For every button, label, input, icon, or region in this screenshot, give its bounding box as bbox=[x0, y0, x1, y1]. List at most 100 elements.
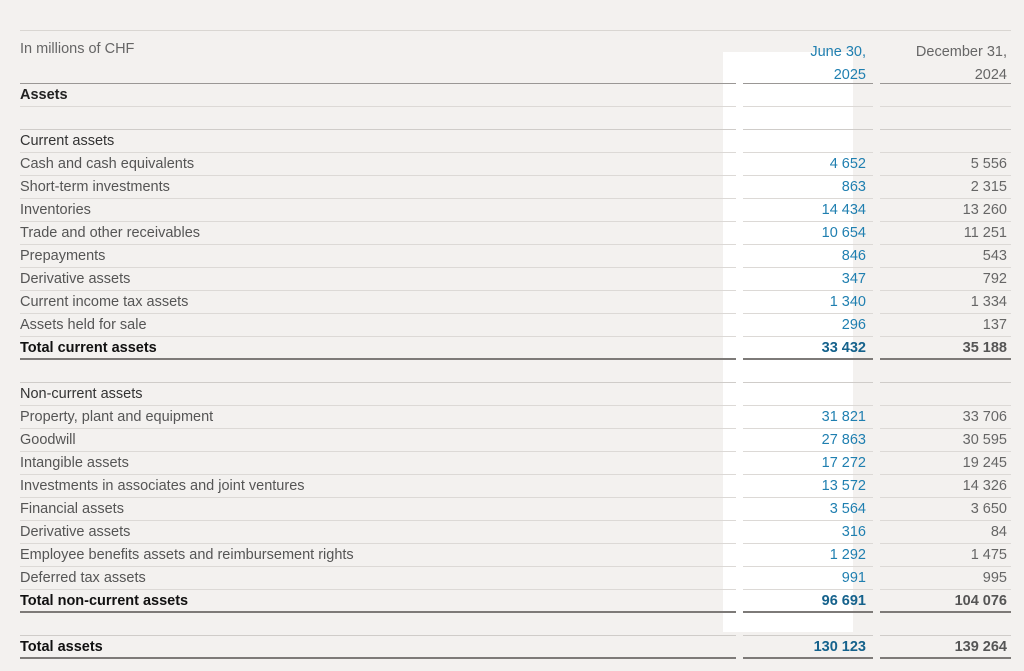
row-divider bbox=[880, 382, 1011, 383]
row-divider bbox=[20, 152, 736, 153]
total-row: Total current assets 33 432 35 188 bbox=[20, 337, 1011, 360]
value-previous-period: 19 245 bbox=[962, 455, 1007, 471]
row-divider bbox=[743, 405, 873, 406]
row-divider bbox=[880, 635, 1011, 636]
header-rule bbox=[20, 83, 736, 84]
row-divider bbox=[880, 106, 1011, 107]
value-previous-period: 35 188 bbox=[962, 340, 1007, 356]
value-previous-period: 3 650 bbox=[970, 501, 1007, 517]
value-current-period: 846 bbox=[841, 248, 866, 264]
row-divider bbox=[20, 611, 736, 613]
row-divider bbox=[20, 244, 736, 245]
table-row: Intangible assets 17 272 19 245 bbox=[20, 452, 1011, 475]
table-row: Cash and cash equivalents 4 652 5 556 bbox=[20, 153, 1011, 176]
row-divider bbox=[20, 313, 736, 314]
row-divider bbox=[880, 497, 1011, 498]
row-divider bbox=[743, 336, 873, 337]
value-current-period: 96 691 bbox=[821, 593, 866, 609]
row-divider bbox=[20, 221, 736, 222]
row-divider bbox=[880, 290, 1011, 291]
row-label: Current assets bbox=[20, 133, 115, 149]
table-row: Inventories 14 434 13 260 bbox=[20, 199, 1011, 222]
row-divider bbox=[20, 497, 736, 498]
row-divider bbox=[20, 635, 736, 636]
value-current-period: 27 863 bbox=[821, 432, 866, 448]
row-divider bbox=[20, 405, 736, 406]
table-header: In millions of CHF June 30, 2025 Decembe… bbox=[20, 30, 1011, 84]
table-row: Assets held for sale 296 137 bbox=[20, 314, 1011, 337]
value-current-period: 3 564 bbox=[829, 501, 866, 517]
row-divider bbox=[20, 520, 736, 521]
row-divider bbox=[743, 313, 873, 314]
row-label: Total assets bbox=[20, 639, 103, 655]
value-current-period: 17 272 bbox=[821, 455, 866, 471]
row-divider bbox=[20, 543, 736, 544]
row-divider bbox=[20, 290, 736, 291]
column-header-previous-line1: December 31, bbox=[915, 44, 1007, 60]
column-header-previous-line2: 2024 bbox=[974, 67, 1007, 83]
row-divider bbox=[20, 657, 736, 659]
table-row: Investments in associates and joint vent… bbox=[20, 475, 1011, 498]
row-divider bbox=[743, 106, 873, 107]
value-current-period: 4 652 bbox=[829, 156, 866, 172]
row-divider bbox=[20, 175, 736, 176]
row-label: Cash and cash equivalents bbox=[20, 156, 195, 172]
row-label: Prepayments bbox=[20, 248, 106, 264]
row-divider bbox=[743, 175, 873, 176]
subsection-heading-row: Non-current assets bbox=[20, 383, 1011, 406]
subsection-heading-row: Current assets bbox=[20, 130, 1011, 153]
table-row: Current income tax assets 1 340 1 334 bbox=[20, 291, 1011, 314]
table-row: Trade and other receivables 10 654 11 251 bbox=[20, 222, 1011, 245]
header-rule bbox=[880, 83, 1011, 84]
row-divider bbox=[743, 657, 873, 659]
value-previous-period: 1 334 bbox=[970, 294, 1007, 310]
row-label: Total non-current assets bbox=[20, 593, 189, 609]
row-divider bbox=[880, 474, 1011, 475]
value-previous-period: 543 bbox=[982, 248, 1007, 264]
row-divider bbox=[743, 497, 873, 498]
table-row: Prepayments 846 543 bbox=[20, 245, 1011, 268]
value-current-period: 863 bbox=[841, 179, 866, 195]
row-divider bbox=[743, 589, 873, 590]
table-body: Assets Current assets Cash and cash equiva… bbox=[20, 84, 1011, 659]
value-current-period: 31 821 bbox=[821, 409, 866, 425]
row-divider bbox=[743, 290, 873, 291]
row-divider bbox=[743, 451, 873, 452]
row-divider bbox=[880, 267, 1011, 268]
value-previous-period: 13 260 bbox=[962, 202, 1007, 218]
row-divider bbox=[20, 451, 736, 452]
value-previous-period: 2 315 bbox=[970, 179, 1007, 195]
section-heading-row: Assets bbox=[20, 84, 1011, 107]
value-current-period: 991 bbox=[841, 570, 866, 586]
value-current-period: 33 432 bbox=[821, 340, 866, 356]
row-divider bbox=[743, 611, 873, 613]
row-label: Investments in associates and joint vent… bbox=[20, 478, 305, 494]
value-current-period: 10 654 bbox=[821, 225, 866, 241]
value-previous-period: 33 706 bbox=[962, 409, 1007, 425]
row-divider bbox=[743, 198, 873, 199]
row-divider bbox=[20, 382, 736, 383]
row-divider bbox=[880, 428, 1011, 429]
row-divider bbox=[880, 129, 1011, 130]
table-row: Derivative assets 347 792 bbox=[20, 268, 1011, 291]
row-divider bbox=[880, 611, 1011, 613]
row-label: Current income tax assets bbox=[20, 294, 189, 310]
unit-label: In millions of CHF bbox=[20, 41, 135, 57]
total-row: Total assets 130 123 139 264 bbox=[20, 636, 1011, 659]
row-divider bbox=[743, 244, 873, 245]
value-current-period: 347 bbox=[841, 271, 866, 287]
column-header-current: June 30, 2025 bbox=[810, 41, 866, 87]
value-previous-period: 84 bbox=[990, 524, 1007, 540]
row-label: Assets bbox=[20, 87, 68, 103]
current-period-column-highlight bbox=[723, 52, 853, 632]
value-previous-period: 139 264 bbox=[954, 639, 1007, 655]
table-row: Deferred tax assets 991 995 bbox=[20, 567, 1011, 590]
row-divider bbox=[880, 175, 1011, 176]
row-divider bbox=[743, 635, 873, 636]
row-divider bbox=[20, 267, 736, 268]
row-divider bbox=[880, 405, 1011, 406]
table-row: Financial assets 3 564 3 650 bbox=[20, 498, 1011, 521]
row-label: Derivative assets bbox=[20, 524, 131, 540]
spacer-row bbox=[20, 360, 1011, 383]
row-label: Short-term investments bbox=[20, 179, 170, 195]
